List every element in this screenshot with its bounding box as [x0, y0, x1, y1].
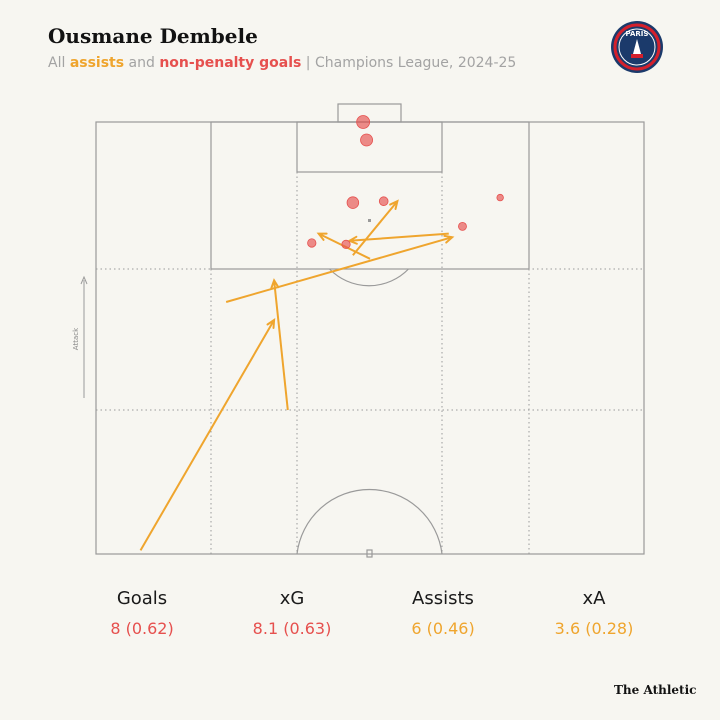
goal-shot-point: [356, 115, 371, 129]
assist-arrow: [139, 318, 276, 551]
subtitle-all: All: [48, 55, 70, 71]
assist-arrowhead: [443, 234, 455, 244]
penalty-arc: [329, 268, 409, 287]
goal-shot-point: [346, 196, 360, 209]
stat-label: Assists: [412, 588, 474, 609]
psg-crest-icon: PARIS: [611, 21, 663, 73]
subtitle-and: and: [124, 55, 160, 71]
stat-label: xA: [582, 588, 606, 609]
stat-label: xG: [279, 588, 305, 609]
assist-arrow: [225, 234, 455, 303]
assist-line: [139, 319, 275, 551]
attack-indicator: Attack: [72, 275, 88, 398]
six-yard-box: [296, 121, 443, 173]
arrow-up-icon: [80, 275, 88, 285]
penalty-spot: [368, 219, 371, 222]
stat-goals: Goals 8 (0.62): [82, 588, 202, 638]
pitch-lines: [95, 103, 645, 558]
center-spot: [366, 549, 373, 558]
stat-value: 8 (0.62): [110, 619, 174, 638]
stat-value: 6 (0.46): [411, 619, 475, 638]
assist-arrowhead: [270, 278, 280, 289]
assist-arrow: [352, 199, 399, 256]
stat-xa: xA 3.6 (0.28): [534, 588, 654, 638]
stat-value: 8.1 (0.63): [252, 619, 332, 638]
assist-arrowhead: [389, 199, 399, 210]
assist-arrowhead: [266, 318, 276, 329]
assist-line: [225, 236, 453, 303]
goal-shot-point: [341, 239, 351, 250]
assist-line: [273, 280, 289, 411]
attack-label: Attack: [72, 327, 80, 350]
goal-shot-point: [458, 221, 467, 231]
credit-logo: The Athletic: [614, 683, 697, 697]
subtitle-rest: | Champions League, 2024-25: [301, 55, 517, 71]
logo-text: PARIS: [626, 30, 649, 38]
chart-title: Ousmane Dembele: [48, 24, 258, 48]
assist-line: [352, 200, 399, 256]
assist-arrowhead: [347, 235, 358, 245]
assist-arrow: [270, 278, 289, 411]
goal-shot-point: [307, 238, 317, 248]
goal: [337, 103, 402, 123]
center-circle-arc: [296, 488, 443, 555]
chart-subtitle: All assists and non-penalty goals | Cham…: [48, 55, 516, 71]
stat-xg: xG 8.1 (0.63): [232, 588, 352, 638]
assist-arrowhead: [316, 232, 328, 241]
goal-shot-point: [360, 133, 373, 147]
stats-row: Goals 8 (0.62) xG 8.1 (0.63) Assists 6 (…: [62, 588, 702, 648]
goal-shot-point: [378, 196, 389, 206]
stat-label: Goals: [116, 588, 168, 609]
subtitle-assists: assists: [69, 55, 125, 71]
subtitle-goals: non-penalty goals: [159, 55, 302, 71]
stat-assists: Assists 6 (0.46): [383, 588, 503, 638]
goal-shot-point: [496, 193, 504, 202]
chart-marks: [139, 115, 504, 551]
stat-value: 3.6 (0.28): [554, 619, 634, 638]
